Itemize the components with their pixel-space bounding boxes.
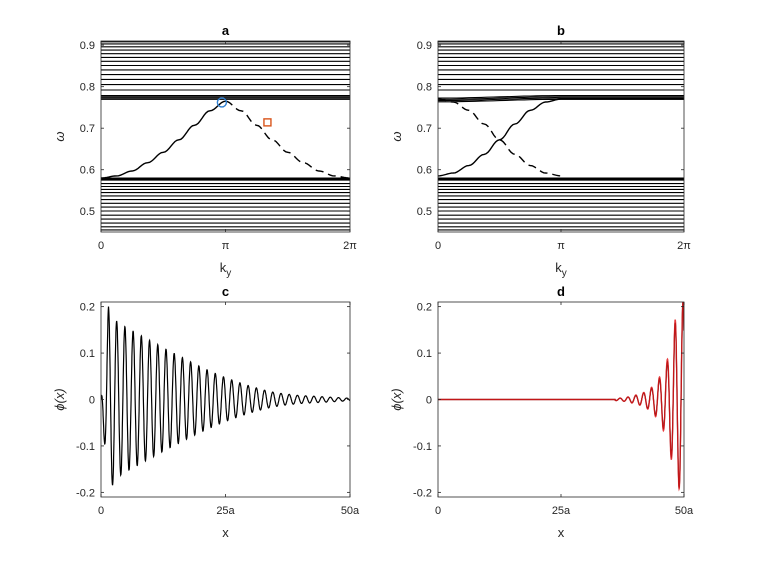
y-tick-label: 0 (89, 395, 95, 407)
y-tick-label: -0.2 (76, 487, 95, 499)
y-tick-label: -0.1 (413, 441, 432, 453)
edge-state-dashed (225, 100, 350, 179)
y-axis-label: ϕ(x) (52, 388, 67, 410)
y-tick-label: 0.1 (417, 348, 432, 360)
y-axis-label: ω (52, 131, 67, 141)
x-tick-label: π (222, 240, 230, 252)
y-axis-label: ϕ(x) (389, 388, 404, 410)
panel-c: 0 25a 50a -0.2 -0.1 0 0.1 0.2 c x ϕ(x) (52, 284, 360, 540)
wave-series-1 (438, 302, 684, 492)
x-tick-label: 50a (341, 505, 360, 517)
x-tick-label: 0 (98, 505, 104, 517)
y-tick-label: -0.1 (76, 441, 95, 453)
y-tick-label: -0.2 (413, 487, 432, 499)
panel-d: 0 25a 50a -0.2 -0.1 0 0.1 0.2 d x ϕ(x) (389, 284, 694, 540)
y-tick-label: 0.9 (417, 40, 432, 52)
panel-title: a (222, 23, 230, 38)
x-tick-label: 50a (675, 505, 694, 517)
x-tick-label: 0 (435, 240, 441, 252)
y-tick-label: 0.2 (417, 302, 432, 314)
x-axis-label: x (558, 525, 565, 540)
y-tick-label: 0.9 (80, 40, 95, 52)
plot-area (438, 302, 684, 492)
y-tick-label: 0.6 (80, 165, 95, 177)
panel-a: 0 π 2π 0.5 0.6 0.7 0.8 0.9 a ky ω (52, 23, 357, 279)
panel-title: c (222, 284, 229, 299)
x-tick-label: π (557, 240, 565, 252)
edge-state-dashed (438, 98, 562, 177)
panel-b: 0 π 2π 0.5 0.6 0.7 0.8 0.9 b ky ω (389, 23, 691, 279)
y-tick-label: 0.5 (417, 206, 432, 218)
y-tick-label: 0.7 (80, 123, 95, 135)
x-axis-label: ky (220, 260, 232, 279)
y-tick-label: 0.7 (417, 123, 432, 135)
band-line-upper-1 (438, 97, 684, 102)
y-tick-label: 0.8 (80, 82, 95, 94)
x-axis-label-main: k (555, 260, 562, 275)
y-axis-label: ω (389, 131, 404, 141)
marker-square (263, 118, 272, 127)
y-tick-label: 0.1 (80, 348, 95, 360)
x-tick-label: 0 (98, 240, 104, 252)
y-tick-label: 0.8 (417, 82, 432, 94)
y-tick-label: 0 (426, 395, 432, 407)
band-line-upper-3 (438, 95, 684, 99)
y-tick-label: 0.6 (417, 165, 432, 177)
x-axis-label-subscript: y (226, 268, 231, 279)
band-line-upper-2 (438, 96, 684, 100)
plot-area (438, 41, 684, 231)
x-axis-label: ky (555, 260, 567, 279)
x-tick-label: 25a (216, 505, 235, 517)
edge-state-solid (101, 100, 226, 179)
wave-series-0 (438, 302, 684, 489)
x-axis-label-main: x (558, 525, 565, 540)
x-tick-label: 25a (552, 505, 571, 517)
marker-circle (216, 97, 228, 108)
x-axis-label-subscript: y (562, 268, 567, 279)
x-axis-label-main: x (222, 525, 229, 540)
x-tick-label: 2π (677, 240, 691, 252)
wave-series-0 (101, 306, 350, 486)
x-tick-label: 0 (435, 505, 441, 517)
x-tick-label: 2π (343, 240, 357, 252)
plot-area (101, 306, 350, 486)
x-axis-label-main: k (220, 260, 227, 275)
panel-title: b (557, 23, 565, 38)
plot-area (101, 41, 350, 231)
x-axis-label: x (222, 525, 229, 540)
y-tick-label: 0.5 (80, 206, 95, 218)
y-tick-label: 0.2 (80, 302, 95, 314)
edge-state-solid (438, 98, 684, 177)
panel-title: d (557, 284, 565, 299)
